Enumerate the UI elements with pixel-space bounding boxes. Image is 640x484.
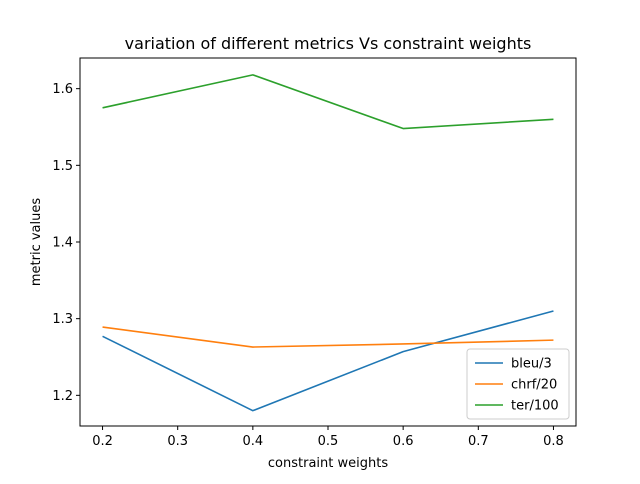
y-axis-label: metric values: [29, 198, 44, 287]
series-line-2: [102, 326, 554, 348]
chart-title: variation of different metrics Vs constr…: [125, 34, 532, 53]
series-line-1: [102, 310, 554, 412]
y-tick-label: 1.2: [52, 389, 73, 404]
y-tick-label: 1.4: [52, 236, 73, 251]
x-tick-label: 0.3: [167, 434, 188, 449]
x-tick-label: 0.4: [243, 434, 264, 449]
x-tick-label: 0.5: [318, 434, 339, 449]
y-tick-label: 1.6: [52, 82, 73, 97]
legend: bleu/3 chrf/20 ter/100: [466, 348, 570, 420]
legend-label-1: bleu/3: [511, 357, 552, 372]
legend-label-2: chrf/20: [511, 378, 557, 393]
legend-box: [466, 348, 570, 420]
x-axis-label: constraint weights: [268, 456, 388, 471]
y-tick-label: 1.5: [52, 159, 73, 174]
y-axis-ticks: 1.2 1.3 1.4 1.5 1.6: [52, 82, 80, 404]
x-tick-label: 0.2: [92, 434, 113, 449]
x-axis-ticks: 0.2 0.3 0.4 0.5 0.6 0.7 0.8: [92, 426, 564, 449]
legend-label-3: ter/100: [511, 399, 559, 414]
y-tick-label: 1.3: [52, 312, 73, 327]
series-line-3: [102, 74, 554, 130]
x-tick-label: 0.8: [543, 434, 564, 449]
series-lines: [102, 74, 554, 412]
x-tick-label: 0.6: [393, 434, 414, 449]
x-tick-label: 0.7: [468, 434, 489, 449]
